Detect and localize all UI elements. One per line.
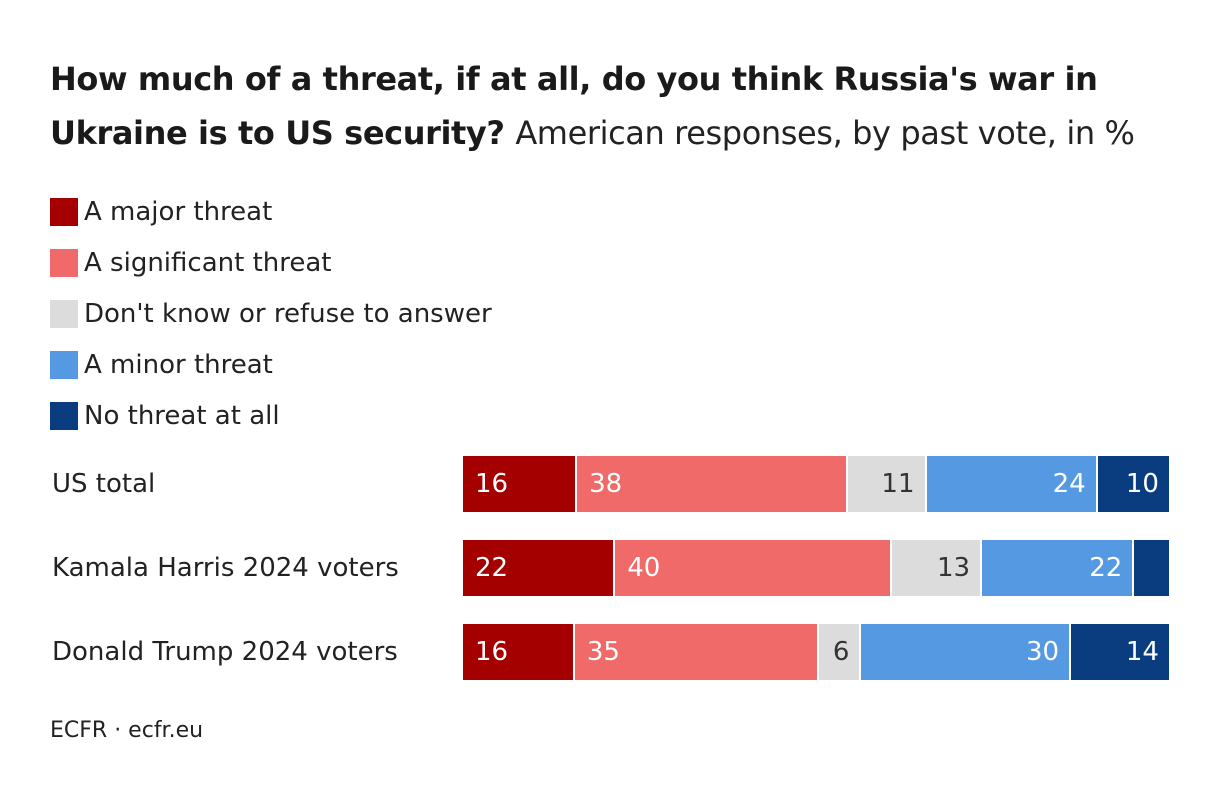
legend-label: Don't know or refuse to answer — [84, 298, 492, 329]
bar-segment-a-minor-threat: 22 — [982, 540, 1135, 596]
legend-swatch — [50, 197, 78, 226]
chart-title: How much of a threat, if at all, do you … — [50, 52, 1170, 160]
row-label: Donald Trump 2024 voters — [52, 637, 398, 667]
bar-row-us-total: US total 16 38 11 24 10 — [0, 456, 1220, 512]
bar-segment-no-threat-at-all: 10 — [1097, 456, 1169, 512]
data-label: 38 — [589, 469, 623, 499]
bar-segment-a-significant-threat: 40 — [615, 540, 893, 596]
row-label: US total — [52, 469, 156, 499]
bar-track: 16 35 6 30 14 — [463, 624, 1169, 680]
legend: A major threat A significant threat Don't … — [50, 186, 492, 441]
bar-segment-a-significant-threat: 35 — [574, 624, 820, 680]
data-label: 16 — [475, 469, 509, 499]
data-label: 13 — [937, 553, 971, 583]
data-label: 30 — [1026, 637, 1060, 667]
legend-label: No threat at all — [84, 400, 280, 431]
bar-segment-a-major-threat: 22 — [463, 540, 616, 596]
bar-segment-a-minor-threat: 24 — [926, 456, 1098, 512]
data-label: 22 — [1089, 553, 1123, 583]
data-label: 24 — [1052, 469, 1086, 499]
legend-swatch — [50, 350, 78, 379]
row-label: Kamala Harris 2024 voters — [52, 553, 399, 583]
legend-swatch — [50, 401, 78, 430]
bar-segment-don-t-know-or-refuse-to-answer: 6 — [819, 624, 862, 680]
legend-item-don-t-know-or-refuse-to-answer: Don't know or refuse to answer — [50, 288, 492, 339]
data-label: 35 — [586, 637, 620, 667]
data-label: 10 — [1125, 469, 1159, 499]
bar-segment-no-threat-at-all — [1134, 540, 1169, 596]
bar-track: 22 40 13 22 — [463, 540, 1169, 596]
legend-swatch — [50, 248, 78, 277]
bar-segment-don-t-know-or-refuse-to-answer: 11 — [848, 456, 927, 512]
data-label: 40 — [627, 553, 661, 583]
bar-segment-a-major-threat: 16 — [463, 624, 575, 680]
bar-row-kamala-harris-2024-voters: Kamala Harris 2024 voters 22 40 13 22 — [0, 540, 1220, 596]
data-label: 14 — [1125, 637, 1159, 667]
data-label: 11 — [881, 469, 915, 499]
legend-item-a-significant-threat: A significant threat — [50, 237, 492, 288]
title-subtitle: American responses, by past vote, in % — [515, 114, 1135, 152]
legend-swatch — [50, 299, 78, 328]
bar-segment-no-threat-at-all: 14 — [1071, 624, 1169, 680]
legend-item-no-threat-at-all: No threat at all — [50, 390, 492, 441]
legend-label: A major threat — [84, 196, 273, 227]
legend-item-a-major-threat: A major threat — [50, 186, 492, 237]
bar-segment-a-minor-threat: 30 — [861, 624, 1072, 680]
bar-segment-a-major-threat: 16 — [463, 456, 578, 512]
legend-label: A significant threat — [84, 247, 332, 278]
bar-segment-a-significant-threat: 38 — [577, 456, 849, 512]
data-label: 22 — [475, 553, 509, 583]
bar-segment-don-t-know-or-refuse-to-answer: 13 — [892, 540, 983, 596]
data-label: 16 — [475, 637, 509, 667]
title-question: How much of a threat, if at all, do you … — [50, 60, 1098, 152]
bar-row-donald-trump-2024-voters: Donald Trump 2024 voters 16 35 6 30 14 — [0, 624, 1220, 680]
legend-item-a-minor-threat: A minor threat — [50, 339, 492, 390]
bar-track: 16 38 11 24 10 — [463, 456, 1169, 512]
source-credit: ECFR · ecfr.eu — [50, 718, 204, 743]
legend-label: A minor threat — [84, 349, 273, 380]
data-label: 6 — [832, 637, 850, 667]
